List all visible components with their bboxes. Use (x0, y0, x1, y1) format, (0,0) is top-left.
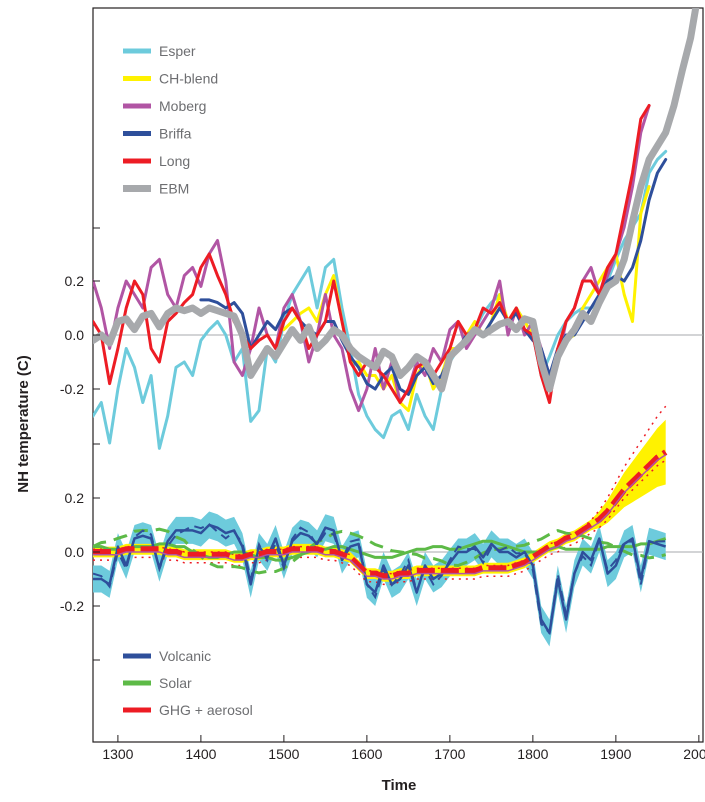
x-axis-title: Time (382, 777, 417, 794)
series-line-ghg-aerosol (93, 449, 668, 580)
ghg-lower-envelope (93, 459, 667, 586)
legend-label: Solar (159, 675, 192, 691)
y-axis-title: NH temperature (C) (15, 355, 32, 493)
volcanic-dashed-line (93, 523, 666, 636)
legend-label: CH-blend (159, 71, 218, 87)
y-tick-label: 0.2 (65, 490, 85, 506)
x-tick-label: 1700 (434, 746, 465, 762)
y-tick-label: -0.2 (60, 381, 84, 397)
ghg-inner-line (93, 454, 667, 580)
x-tick-label: 1400 (185, 746, 216, 762)
legend-label: GHG + aerosol (159, 702, 253, 718)
solar-dashed-line (93, 527, 667, 575)
legend-label: EBM (159, 181, 189, 197)
legend-label: Volcanic (159, 648, 211, 664)
y-tick-label: 0.2 (65, 273, 85, 289)
x-tick-label: 1500 (268, 746, 299, 762)
series-line-ebm (93, 8, 700, 393)
series-line-solar (93, 537, 667, 562)
legend-label: Esper (159, 43, 196, 59)
x-tick-label: 1600 (351, 746, 382, 762)
legend: Esper CH-blend Moberg Briffa Long EBM Volcanic… (123, 43, 253, 718)
x-tick-label: 1900 (600, 746, 631, 762)
plot-border (92, 7, 704, 743)
legend-label: Long (159, 153, 190, 169)
y-tick-label: 0.0 (65, 327, 85, 343)
series-line-volcanic (93, 523, 667, 635)
legend-label: Briffa (159, 126, 192, 142)
x-tick-label: 1300 (102, 746, 133, 762)
top-panel-series (93, 8, 700, 450)
bottom-panel-series (93, 405, 668, 647)
legend-label: Moberg (159, 98, 206, 114)
y-tick-label: -0.2 (60, 598, 84, 614)
series-line-briffa (199, 158, 668, 396)
x-tick-label: 1800 (517, 746, 548, 762)
series-line-long (93, 104, 651, 404)
y-tick-label: 0.0 (65, 544, 85, 560)
